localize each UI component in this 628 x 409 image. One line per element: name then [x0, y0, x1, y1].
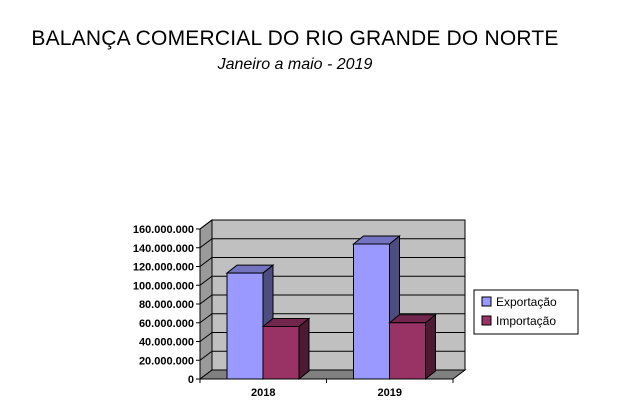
x-category-label: 2019: [378, 387, 402, 399]
legend-label: Exportação: [496, 295, 557, 309]
y-tick-label: 120.000.000: [133, 262, 194, 274]
y-tick-label: 100.000.000: [133, 280, 194, 292]
y-tick-label: 80.000.000: [139, 299, 194, 311]
bar-exportação-2018: [226, 272, 264, 380]
bar-exportação-2019: [353, 243, 390, 380]
y-tick-label: 0: [188, 374, 194, 386]
bar-side-importação: [425, 313, 436, 381]
legend-swatch: [481, 296, 492, 307]
bar-importação-2018: [262, 326, 300, 380]
chart-title: BALANÇA COMERCIAL DO RIO GRANDE DO NORTE: [31, 27, 559, 50]
x-category-label: 2018: [251, 387, 275, 399]
y-tick-label: 60.000.000: [139, 318, 194, 330]
y-tick-label: 140.000.000: [133, 243, 194, 255]
y-tick-label: 160.000.000: [133, 224, 194, 236]
y-tick-label: 40.000.000: [139, 337, 194, 349]
y-tick-label: 20.000.000: [139, 355, 194, 367]
legend-label: Importação: [496, 314, 556, 328]
bar-importação-2019: [389, 322, 426, 380]
gridline: [199, 219, 465, 230]
bar-side-importação: [298, 317, 310, 381]
legend-swatch: [481, 315, 492, 326]
chart-subtitle: Janeiro a maio - 2019: [217, 56, 373, 73]
